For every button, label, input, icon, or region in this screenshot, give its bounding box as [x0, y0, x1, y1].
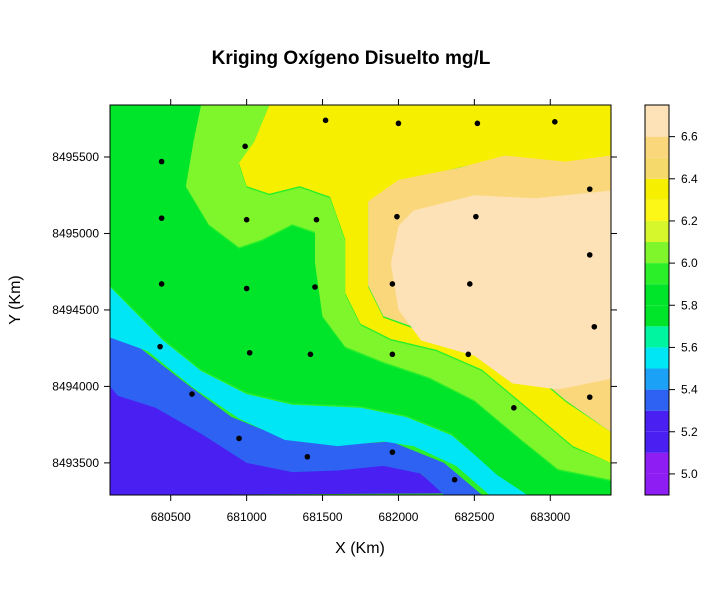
- sample-point: [511, 405, 517, 411]
- sample-points: [157, 117, 598, 483]
- sample-point: [243, 285, 250, 292]
- y-tick-label: 8494000: [52, 379, 99, 393]
- colorbar-tick-label: 6.0: [681, 256, 698, 270]
- colorbar-segment: [645, 178, 669, 200]
- colorbar-segment: [645, 389, 669, 411]
- colorbar-segment: [645, 305, 669, 327]
- sample-point: [389, 281, 396, 287]
- sample-point: [189, 391, 195, 397]
- colorbar-segment: [645, 105, 669, 116]
- x-tick-label: 680500: [151, 510, 191, 524]
- x-tick-label: 681500: [303, 510, 343, 524]
- sample-point: [236, 435, 242, 442]
- surface-layer: [110, 105, 611, 495]
- y-tick-label: 8493500: [52, 456, 99, 470]
- sample-point: [307, 351, 314, 358]
- colorbar-segment: [645, 284, 669, 306]
- colorbar-segment: [645, 263, 669, 285]
- sample-point: [158, 281, 165, 287]
- colorbar-tick-label: 5.4: [681, 383, 698, 397]
- sample-point: [246, 349, 253, 356]
- chart-title: Kriging Oxígeno Disuelto mg/L: [212, 48, 491, 69]
- colorbar-tick-label: 6.2: [681, 214, 698, 228]
- colorbar-segment: [645, 242, 669, 264]
- sample-point: [586, 252, 593, 258]
- y-axis-label: Y (Km): [7, 275, 24, 324]
- colorbar-segment: [645, 220, 669, 243]
- sample-point: [158, 158, 165, 165]
- sample-point: [242, 143, 248, 150]
- sample-point: [552, 119, 558, 125]
- sample-point: [158, 215, 165, 221]
- colorbar: 5.0 5.2 5.4 5.6 5.8 6.0 6.2 6.4 6.6: [644, 104, 698, 496]
- sample-point: [586, 186, 593, 192]
- colorbar-segment: [645, 347, 669, 369]
- sample-point: [586, 394, 593, 400]
- sample-point: [474, 120, 481, 127]
- surface-band-4: [185, 105, 611, 480]
- colorbar-segment: [645, 410, 669, 432]
- sample-point: [313, 216, 320, 223]
- colorbar-frame: [644, 104, 670, 496]
- plot-frame: [109, 104, 612, 496]
- sample-point: [389, 449, 396, 455]
- colorbar-segment: [645, 473, 669, 495]
- x-tick-label: 683000: [530, 510, 570, 524]
- colorbar-tick-label: 5.6: [681, 340, 698, 354]
- sample-point: [394, 213, 400, 220]
- x-axis-label: X (Km): [335, 540, 385, 557]
- sample-point: [312, 284, 318, 290]
- sample-point: [157, 343, 163, 350]
- colorbar-tick-label: 5.0: [681, 467, 698, 481]
- colorbar-tick-label: 5.8: [681, 298, 698, 312]
- sample-point: [395, 120, 402, 127]
- colorbar-segment: [645, 326, 669, 348]
- surface-band-1: [110, 335, 482, 495]
- colorbar-segment: [645, 115, 669, 137]
- x-tick-label: 681000: [227, 510, 267, 524]
- colorbar-tick-label: 5.2: [681, 425, 698, 439]
- colorbar-segment: [645, 368, 669, 390]
- sample-point: [304, 453, 311, 460]
- colorbar-segment: [645, 199, 669, 221]
- sample-point: [322, 117, 329, 124]
- y-tick-label: 8495500: [52, 150, 99, 164]
- colorbar-segment: [645, 136, 669, 158]
- colorbar-segment: [645, 157, 669, 179]
- x-tick-label: 682500: [454, 510, 494, 524]
- y-tick-label: 8495000: [52, 226, 99, 240]
- surface-band-7: [390, 190, 611, 390]
- colorbar-tick-label: 6.6: [681, 130, 698, 144]
- sample-point: [465, 351, 472, 358]
- sample-point: [591, 323, 598, 330]
- sample-point: [243, 216, 250, 223]
- sample-point: [389, 351, 396, 358]
- axes: 680500 681000 681500 682000 682500 683000 8493…: [52, 99, 617, 524]
- colorbar-tick-label: 6.4: [681, 172, 698, 186]
- colorbar-segment: [645, 452, 669, 474]
- surface-band-2: [110, 287, 528, 495]
- surface-band-3: [110, 105, 611, 495]
- y-tick-label: 8494500: [52, 303, 99, 317]
- sample-point: [473, 213, 479, 220]
- sample-point: [451, 476, 458, 483]
- sample-point: [467, 281, 473, 287]
- x-tick-label: 682000: [378, 510, 418, 524]
- colorbar-segment: [645, 431, 669, 453]
